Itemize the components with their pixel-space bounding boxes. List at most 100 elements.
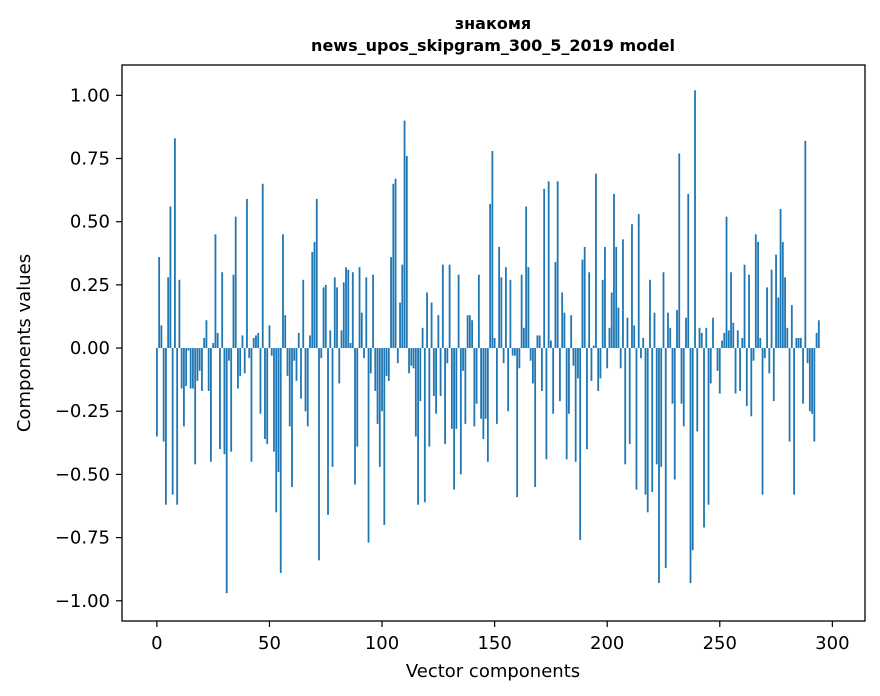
bar — [768, 348, 771, 374]
bar — [405, 155, 408, 349]
bar — [259, 348, 262, 414]
bar — [210, 348, 212, 462]
bar — [815, 332, 818, 349]
bar — [588, 272, 591, 349]
bar — [329, 330, 332, 349]
bar — [541, 348, 543, 392]
bar — [631, 224, 633, 349]
bar — [741, 337, 744, 349]
bar — [383, 348, 386, 525]
bar — [482, 348, 485, 440]
bar — [644, 348, 647, 495]
bar — [421, 327, 424, 349]
x-tick-label: 0 — [151, 633, 162, 654]
bar — [707, 348, 710, 505]
bar — [158, 257, 161, 349]
bar — [241, 335, 244, 349]
bar — [696, 348, 699, 432]
bar — [678, 153, 681, 349]
bar — [156, 348, 158, 437]
bar — [790, 305, 793, 349]
bar — [435, 348, 437, 414]
bar — [610, 292, 613, 349]
bar — [628, 348, 631, 445]
bar — [759, 337, 762, 349]
bar — [403, 120, 406, 349]
bar — [376, 348, 379, 424]
bar — [372, 274, 374, 349]
bar — [270, 348, 273, 356]
bar — [221, 272, 224, 349]
bar — [802, 348, 804, 404]
bar — [797, 337, 800, 349]
bar — [201, 348, 203, 392]
bar — [640, 348, 642, 359]
bar — [597, 348, 600, 392]
y-tick-label: 0.25 — [70, 275, 110, 296]
bar — [529, 348, 532, 361]
bar — [550, 340, 552, 349]
bar — [390, 257, 392, 349]
bars-group — [156, 90, 820, 594]
bar — [279, 348, 282, 573]
bar — [219, 348, 221, 450]
bar — [779, 209, 782, 349]
bar — [626, 317, 629, 349]
y-tick-label: 1.00 — [70, 85, 110, 106]
bar — [426, 292, 428, 349]
bar — [766, 287, 768, 349]
bar — [300, 348, 302, 399]
bar — [667, 312, 669, 349]
bar — [754, 234, 757, 349]
bar — [225, 348, 228, 594]
bar — [712, 317, 714, 349]
bar — [320, 348, 323, 359]
bar — [437, 315, 440, 349]
bar — [342, 282, 345, 349]
bar — [748, 274, 750, 349]
x-tick-label: 200 — [590, 633, 624, 654]
bar — [306, 348, 309, 427]
bar — [295, 348, 298, 381]
bar — [387, 348, 390, 381]
bar — [338, 348, 341, 384]
bar — [745, 348, 748, 407]
bar — [655, 348, 658, 465]
bar — [520, 274, 523, 349]
bar — [705, 327, 708, 349]
bar — [781, 241, 784, 349]
bar — [228, 348, 230, 361]
bar — [432, 348, 435, 397]
bar — [500, 277, 503, 349]
bar — [171, 348, 174, 495]
bar — [784, 277, 786, 349]
bar — [552, 348, 555, 414]
bar — [252, 337, 255, 349]
bar — [522, 327, 525, 349]
bar — [257, 332, 260, 349]
x-tick-label: 150 — [477, 633, 511, 654]
bar — [808, 348, 811, 412]
x-tick-label: 300 — [815, 633, 849, 654]
bar — [340, 330, 343, 349]
bar — [757, 241, 759, 349]
bar — [788, 348, 791, 442]
bar — [511, 348, 514, 356]
bar — [604, 246, 606, 349]
bar — [196, 348, 199, 381]
bar — [311, 252, 314, 349]
bar — [207, 348, 210, 392]
bar — [739, 348, 741, 392]
bar — [513, 348, 516, 356]
x-axis-label: Vector components — [406, 661, 580, 682]
bar — [189, 348, 192, 389]
bar — [806, 348, 809, 364]
bar — [581, 259, 584, 349]
bar — [475, 348, 478, 404]
chart-title: знакомя — [455, 14, 531, 33]
bar — [633, 325, 636, 349]
bar — [698, 327, 701, 349]
bar — [532, 348, 534, 384]
bar — [205, 320, 208, 349]
bar — [347, 269, 350, 349]
